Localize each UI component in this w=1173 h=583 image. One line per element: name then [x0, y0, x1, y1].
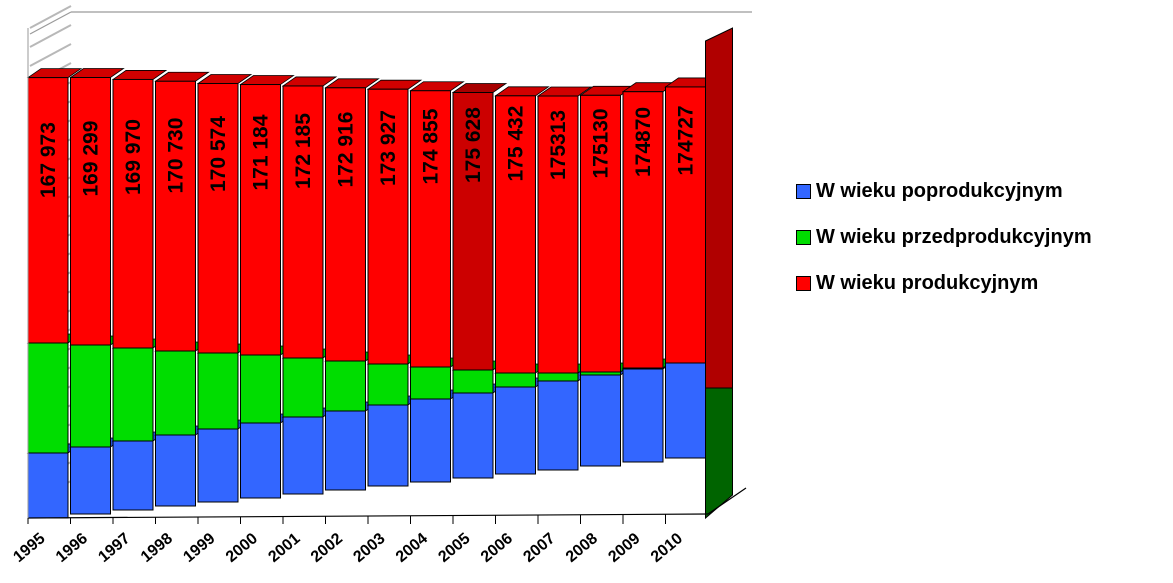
bar-2006-produkcyjnym	[494, 86, 550, 374]
x-axis-depth-line	[707, 487, 747, 515]
legend-item: W wieku produkcyjnym	[796, 260, 1092, 306]
x-tick-label-1996: 1996	[53, 530, 91, 566]
bar-2008-produkcyjnym	[579, 85, 635, 373]
legend-swatch-przedprodukcyjnym	[796, 229, 811, 245]
gridline	[29, 43, 72, 67]
data-label-2002: 172 916	[335, 112, 358, 188]
data-label-2010: 174727	[675, 105, 698, 175]
bar-2002-produkcyjnym	[324, 78, 380, 362]
bar-1997-produkcyjnym	[111, 70, 168, 349]
x-tick-label-1998: 1998	[138, 530, 176, 566]
x-tick-label-2004: 2004	[393, 530, 431, 566]
data-label-2001: 172 185	[292, 113, 315, 189]
data-label-1999: 170 574	[207, 116, 230, 192]
bar-2003-produkcyjnym	[366, 79, 423, 365]
bar-side-przedprodukcyjnym	[705, 387, 733, 520]
bar-2001-produkcyjnym	[281, 76, 338, 359]
legend-label-produkcyjnym: W wieku produkcyjnym	[816, 271, 1039, 294]
data-label-1996: 169 299	[80, 121, 103, 197]
legend-item: W wieku poprodukcyjnym	[796, 168, 1092, 214]
x-tick-label-2002: 2002	[308, 530, 346, 566]
chart-data-labels: 167 973 169 299 169 970 170 730 170 574 171 1…	[37, 105, 698, 198]
data-label-2003: 173 927	[377, 110, 400, 186]
x-tick-label-2003: 2003	[350, 530, 388, 566]
bar-1998-produkcyjnym	[154, 71, 210, 352]
data-label-2000: 171 184	[250, 114, 273, 190]
x-tick-label-2000: 2000	[223, 530, 261, 566]
data-label-2008: 175130	[590, 108, 613, 178]
bar-2004-produkcyjnym	[409, 81, 465, 368]
x-tick-label-1999: 1999	[180, 530, 218, 566]
legend-label-przedprodukcyjnym: W wieku przedprodukcyjnym	[816, 225, 1092, 248]
gridline-top-side	[29, 11, 72, 35]
bar-1996-produkcyjnym	[69, 68, 125, 346]
data-label-2009: 174870	[632, 107, 655, 177]
data-label-2007: 175313	[547, 110, 570, 180]
x-tick-label-1995: 1995	[10, 530, 48, 566]
bar-2005-produkcyjnym	[451, 83, 508, 371]
legend-label-poprodukcyjnym: W wieku poprodukcyjnym	[816, 179, 1063, 202]
data-label-1997: 169 970	[122, 119, 145, 195]
bar-2000-produkcyjnym	[239, 75, 295, 356]
data-label-1995: 167 973	[37, 122, 60, 198]
gridline	[29, 5, 72, 29]
bar-2007-produkcyjnym	[536, 86, 593, 374]
bar-side-produkcyjnym	[705, 27, 733, 389]
bar-2009-produkcyjnym	[621, 82, 678, 369]
x-tick-label-2010: 2010	[648, 530, 686, 566]
x-tick-label-2007: 2007	[520, 530, 558, 566]
data-label-1998: 170 730	[165, 118, 188, 194]
chart-legend: W wieku poprodukcyjnym W wieku przedprod…	[796, 168, 1092, 306]
legend-swatch-poprodukcyjnym	[796, 183, 811, 199]
x-tick-label-2009: 2009	[605, 530, 643, 566]
data-label-2006: 175 432	[505, 106, 528, 182]
gridline	[29, 24, 72, 48]
legend-item: W wieku przedprodukcyjnym	[796, 214, 1092, 260]
x-tick-label-2006: 2006	[478, 530, 516, 566]
bar-2010-produkcyjnym	[664, 77, 720, 364]
bar-1999-produkcyjnym	[196, 74, 253, 354]
x-tick-label-2001: 2001	[265, 530, 303, 566]
legend-swatch-produkcyjnym	[796, 275, 811, 291]
data-label-2005: 175 628	[462, 107, 485, 183]
chart-bars	[26, 27, 733, 520]
x-tick-label-2005: 2005	[435, 530, 473, 566]
x-tick-label-1997: 1997	[95, 530, 133, 566]
bar-1995-produkcyjnym	[26, 68, 83, 344]
data-label-2004: 174 855	[420, 108, 443, 184]
x-tick-label-2008: 2008	[563, 530, 601, 566]
